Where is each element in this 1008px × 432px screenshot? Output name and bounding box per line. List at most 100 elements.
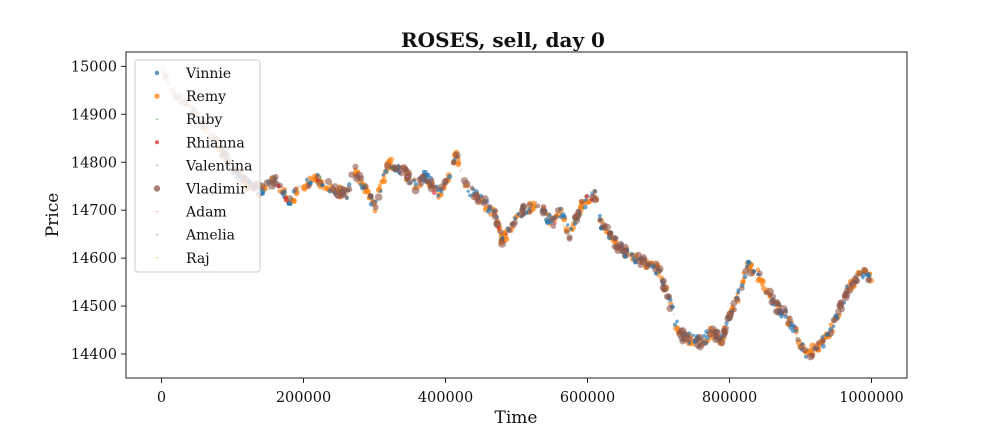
data-point-amelia	[772, 303, 775, 305]
data-point-remy	[377, 183, 383, 188]
legend-marker	[156, 210, 158, 213]
data-point-vladimir	[498, 239, 507, 248]
data-point-vladimir	[678, 334, 685, 341]
data-point-vladimir	[520, 202, 527, 210]
data-point-vladimir	[707, 329, 715, 338]
data-point-vladimir	[785, 319, 792, 326]
data-point-vladimir	[329, 185, 336, 193]
data-point-vladimir	[550, 223, 557, 229]
data-point-ruby	[363, 183, 366, 186]
x-tick-label: 400000	[418, 390, 473, 406]
data-point-raj	[656, 271, 659, 274]
chart-title: ROSES, sell, day 0	[401, 28, 605, 52]
data-point-vinnie	[583, 198, 588, 202]
data-point-vinnie	[381, 172, 386, 177]
data-point-vinnie	[566, 223, 570, 227]
data-point-vladimir	[611, 243, 617, 249]
data-point-ruby	[266, 188, 268, 191]
data-point-amelia	[774, 309, 777, 311]
data-point-remy	[380, 178, 386, 184]
data-point-vladimir	[615, 244, 622, 251]
data-point-vladimir	[597, 217, 603, 223]
data-point-vladimir	[696, 342, 704, 351]
data-point-adam	[792, 322, 794, 325]
data-point-vladimir	[795, 336, 801, 343]
data-point-ruby	[795, 335, 798, 337]
y-tick-label: 15000	[71, 59, 117, 75]
data-point-raj	[297, 189, 300, 192]
data-point-amelia	[409, 174, 412, 177]
y-axis: 14400 14500 14600 14700 14800 14900 15000	[71, 59, 126, 363]
data-point-vladimir	[411, 186, 420, 195]
data-point-vladimir	[428, 181, 435, 188]
x-tick-label: 1000000	[839, 390, 904, 406]
data-point-vladimir	[352, 163, 359, 170]
data-point-vladimir	[781, 309, 788, 316]
data-point-vladimir	[696, 333, 704, 341]
data-point-rhianna	[315, 178, 320, 183]
data-point-vladimir	[339, 189, 348, 198]
data-point-vladimir	[497, 229, 504, 235]
legend-box	[134, 59, 261, 273]
data-point-ruby	[582, 207, 585, 210]
data-point-ruby	[330, 184, 333, 186]
data-point-remy	[307, 175, 313, 181]
data-point-vladimir	[843, 290, 851, 298]
data-point-vinnie	[378, 189, 383, 193]
data-point-vinnie	[383, 168, 389, 174]
data-point-vinnie	[672, 322, 678, 327]
data-point-valentina	[782, 308, 785, 311]
data-point-vladimir	[793, 325, 799, 331]
data-point-vladimir	[830, 316, 838, 324]
data-point-vladimir	[720, 327, 729, 336]
legend-marker	[156, 257, 158, 259]
data-point-vladimir	[554, 207, 561, 214]
y-tick-label: 14500	[71, 299, 117, 315]
data-point-adam	[460, 168, 463, 170]
plot-area	[125, 51, 908, 379]
data-point-vinnie	[358, 182, 363, 187]
data-point-raj	[838, 309, 840, 312]
data-point-vladimir	[738, 285, 745, 292]
data-point-vladimir	[730, 299, 738, 307]
data-point-vinnie	[513, 216, 518, 221]
data-point-vinnie	[746, 260, 750, 265]
data-point-vladimir	[728, 310, 735, 316]
data-point-vinnie	[260, 188, 266, 195]
data-point-vladimir	[352, 174, 361, 182]
data-point-vladimir	[573, 216, 581, 224]
data-point-rhianna	[431, 190, 437, 196]
legend-marker	[154, 93, 160, 99]
data-point-vinnie	[304, 177, 309, 182]
data-point-remy	[759, 278, 767, 285]
data-point-vladimir	[837, 299, 845, 307]
data-point-valentina	[430, 179, 433, 181]
legend-entry: Raj	[186, 251, 210, 267]
data-point-vinnie	[820, 343, 826, 349]
data-point-remy	[503, 236, 510, 243]
data-point-vladimir	[659, 277, 667, 285]
x-axis: 0 200000 400000 600000 800000 1000000	[157, 378, 904, 406]
data-point-vinnie	[288, 202, 293, 207]
data-point-raj	[840, 306, 842, 309]
data-points	[159, 65, 874, 361]
data-point-vladimir	[566, 236, 573, 242]
data-point-vladimir	[345, 185, 353, 193]
data-point-vladimir	[469, 185, 475, 191]
legend-marker	[156, 233, 158, 236]
data-point-vinnie	[691, 333, 695, 337]
data-point-vladimir	[802, 346, 809, 354]
data-point-adam	[297, 191, 300, 193]
legend-marker	[156, 118, 158, 120]
data-point-vinnie	[308, 180, 313, 186]
data-point-vladimir	[579, 198, 585, 205]
data-point-vladimir	[402, 166, 409, 173]
data-point-raj	[629, 252, 632, 255]
data-point-vladimir	[450, 160, 457, 166]
data-point-vladimir	[372, 204, 379, 211]
legend-entry: Rhianna	[186, 135, 245, 151]
data-point-vinnie	[413, 182, 419, 187]
legend-marker	[155, 140, 159, 145]
data-point-adam	[477, 200, 480, 203]
